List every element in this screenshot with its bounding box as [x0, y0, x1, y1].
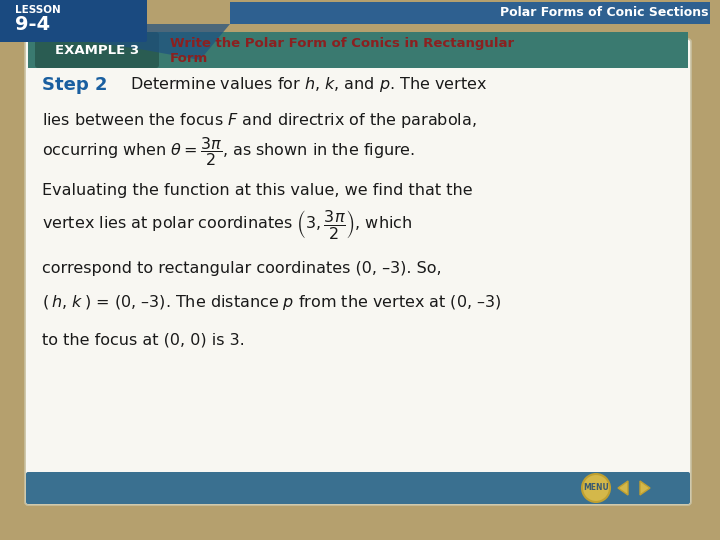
Text: ( $h$, $k$ ) = (0, –3). The distance $p$ from the vertex at (0, –3): ( $h$, $k$ ) = (0, –3). The distance $p$… [42, 293, 502, 312]
Text: Evaluating the function at this value, we find that the: Evaluating the function at this value, w… [42, 183, 472, 198]
FancyBboxPatch shape [690, 40, 720, 502]
Polygon shape [618, 481, 628, 495]
Text: Form: Form [170, 52, 208, 65]
Polygon shape [640, 481, 650, 495]
FancyBboxPatch shape [26, 472, 690, 504]
FancyBboxPatch shape [0, 40, 28, 502]
Text: EXAMPLE 3: EXAMPLE 3 [55, 44, 139, 57]
Text: Polar Forms of Conic Sections: Polar Forms of Conic Sections [500, 6, 708, 19]
Text: vertex lies at polar coordinates $\left(3, \dfrac{3\pi}{2}\right)$, which: vertex lies at polar coordinates $\left(… [42, 208, 413, 241]
Circle shape [582, 474, 610, 502]
FancyBboxPatch shape [230, 2, 710, 24]
Text: 9-4: 9-4 [15, 15, 50, 33]
FancyBboxPatch shape [0, 0, 147, 42]
Text: Determine values for $h$, $k$, and $p$. The vertex: Determine values for $h$, $k$, and $p$. … [130, 76, 487, 94]
Text: LESSON: LESSON [15, 5, 60, 15]
Polygon shape [0, 24, 230, 60]
Text: MENU: MENU [583, 483, 609, 492]
Text: Write the Polar Form of Conics in Rectangular: Write the Polar Form of Conics in Rectan… [170, 37, 514, 50]
Text: occurring when $\theta = \dfrac{3\pi}{2}$, as shown in the figure.: occurring when $\theta = \dfrac{3\pi}{2}… [42, 136, 415, 168]
FancyBboxPatch shape [35, 32, 159, 68]
Polygon shape [0, 0, 145, 40]
Text: to the focus at (0, 0) is 3.: to the focus at (0, 0) is 3. [42, 333, 245, 348]
Text: correspond to rectangular coordinates (0, –3). So,: correspond to rectangular coordinates (0… [42, 260, 441, 275]
FancyBboxPatch shape [28, 32, 688, 68]
FancyBboxPatch shape [25, 39, 691, 505]
Text: lies between the focus $F$ and directrix of the parabola,: lies between the focus $F$ and directrix… [42, 111, 477, 130]
Text: Step 2: Step 2 [42, 76, 107, 94]
